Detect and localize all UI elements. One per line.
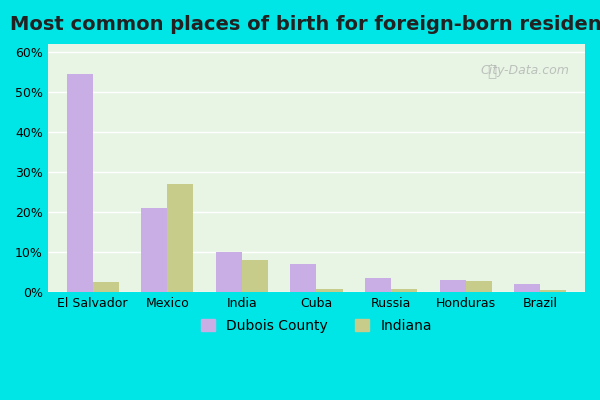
Bar	[67, 74, 92, 292]
Bar	[92, 282, 119, 292]
Bar	[391, 289, 417, 292]
Bar	[466, 281, 492, 292]
Bar	[242, 260, 268, 292]
Bar	[540, 290, 566, 292]
Bar	[514, 284, 540, 292]
Bar	[216, 252, 242, 292]
Bar	[316, 289, 343, 292]
Text: City-Data.com: City-Data.com	[480, 64, 569, 77]
Bar	[167, 184, 193, 292]
Text: ⌕: ⌕	[487, 64, 496, 79]
Bar	[365, 278, 391, 292]
Bar	[290, 264, 316, 292]
Legend: Dubois County, Indiana: Dubois County, Indiana	[194, 312, 439, 340]
Title: Most common places of birth for foreign-born residents: Most common places of birth for foreign-…	[10, 15, 600, 34]
Bar	[440, 280, 466, 292]
Bar	[141, 208, 167, 292]
